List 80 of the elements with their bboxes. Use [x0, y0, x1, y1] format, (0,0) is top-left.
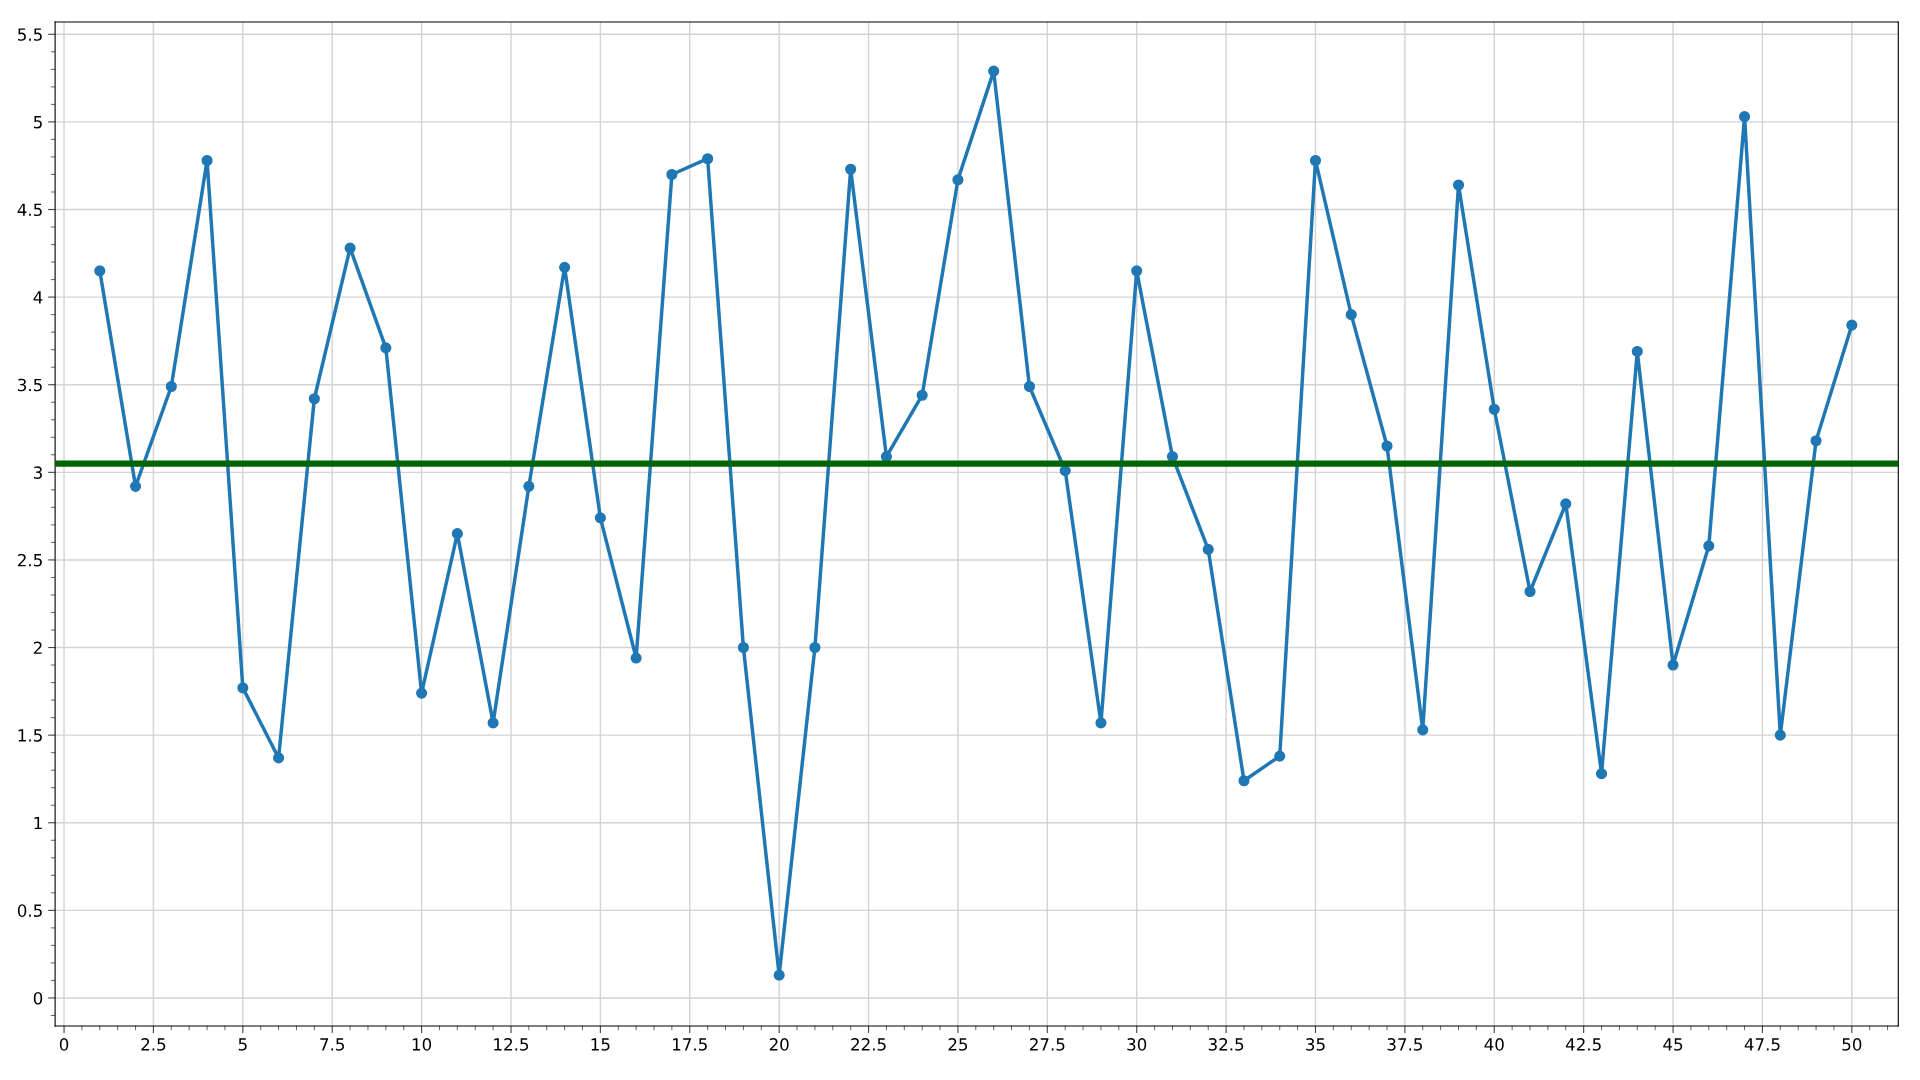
point: [451, 528, 463, 540]
x-tick-label: 45: [1663, 1038, 1683, 1051]
point: [1810, 435, 1822, 447]
y-tick-label: 3: [33, 466, 42, 479]
point: [845, 163, 857, 175]
y-tick-label: 2: [33, 641, 42, 654]
y-tick-label: 0.5: [17, 904, 42, 917]
x-tick-label: 50: [1842, 1038, 1862, 1051]
point: [1524, 585, 1536, 598]
y-tick-label: 4: [33, 291, 43, 304]
x-tick-label: 35: [1306, 1038, 1325, 1051]
point: [916, 389, 928, 401]
point: [1846, 319, 1858, 331]
x-tick-label: 32.5: [1208, 1038, 1244, 1051]
x-tick-label: 27.5: [1029, 1038, 1065, 1051]
point: [1309, 154, 1322, 167]
point: [1023, 380, 1035, 393]
point: [773, 969, 785, 981]
x-tick-label: 30: [1127, 1038, 1147, 1051]
point: [165, 380, 177, 393]
x-tick-label: 0: [59, 1038, 69, 1051]
point: [237, 682, 249, 694]
y-tick-label: 5.5: [18, 28, 42, 41]
point: [1452, 179, 1465, 191]
point: [487, 717, 499, 729]
point: [809, 641, 821, 654]
point: [94, 265, 106, 277]
point: [523, 480, 535, 492]
x-tick-label: 47.5: [1744, 1038, 1780, 1051]
x-tick-label: 40: [1484, 1038, 1504, 1051]
y-tick-label: 1.5: [18, 729, 42, 742]
x-tick-label: 2.5: [141, 1038, 166, 1051]
point: [1560, 498, 1572, 510]
point: [1417, 724, 1429, 736]
point: [1095, 717, 1107, 729]
point: [1774, 729, 1786, 741]
y-tick-label: 0: [33, 991, 43, 1005]
x-tick-label: 20: [769, 1038, 789, 1051]
x-tick-label: 15: [591, 1038, 610, 1051]
x-tick-label: 12.5: [494, 1038, 529, 1051]
point: [1381, 440, 1393, 452]
point: [273, 752, 285, 764]
point: [594, 512, 606, 524]
x-tick-label: 42.5: [1565, 1038, 1601, 1051]
x-tick-label: 7.5: [320, 1038, 345, 1051]
point: [1738, 111, 1751, 123]
point: [129, 480, 142, 492]
point: [1667, 659, 1679, 671]
point: [201, 154, 213, 167]
x-tick-label: 37.5: [1387, 1038, 1422, 1051]
point: [416, 687, 428, 699]
y-tick-label: 4.5: [17, 203, 42, 217]
point: [737, 641, 749, 654]
point: [1238, 775, 1250, 787]
x-tick-label: 17.5: [673, 1038, 707, 1051]
point: [380, 342, 392, 354]
point: [1131, 265, 1143, 277]
x-tick-label: 10: [412, 1038, 432, 1051]
y-tick-label: 5: [33, 116, 42, 129]
point: [559, 261, 571, 273]
x-tick-label: 22.5: [851, 1038, 886, 1051]
y-tick-label: 1: [34, 816, 42, 830]
point: [308, 393, 320, 405]
point: [1202, 543, 1214, 555]
x-tick-label: 5: [238, 1038, 247, 1051]
point: [666, 168, 678, 181]
point: [1595, 768, 1608, 780]
point: [630, 652, 642, 664]
point: [988, 65, 1000, 77]
point: [344, 242, 356, 254]
point: [1631, 345, 1643, 357]
point: [1703, 540, 1715, 552]
point: [1488, 403, 1500, 415]
y-tick-label: 2.5: [18, 553, 42, 567]
x-tick-label: 25: [948, 1038, 968, 1051]
point: [952, 174, 964, 186]
point: [702, 153, 714, 165]
point: [1345, 309, 1357, 321]
y-tick-label: 3.5: [18, 378, 42, 392]
point: [1274, 750, 1286, 762]
